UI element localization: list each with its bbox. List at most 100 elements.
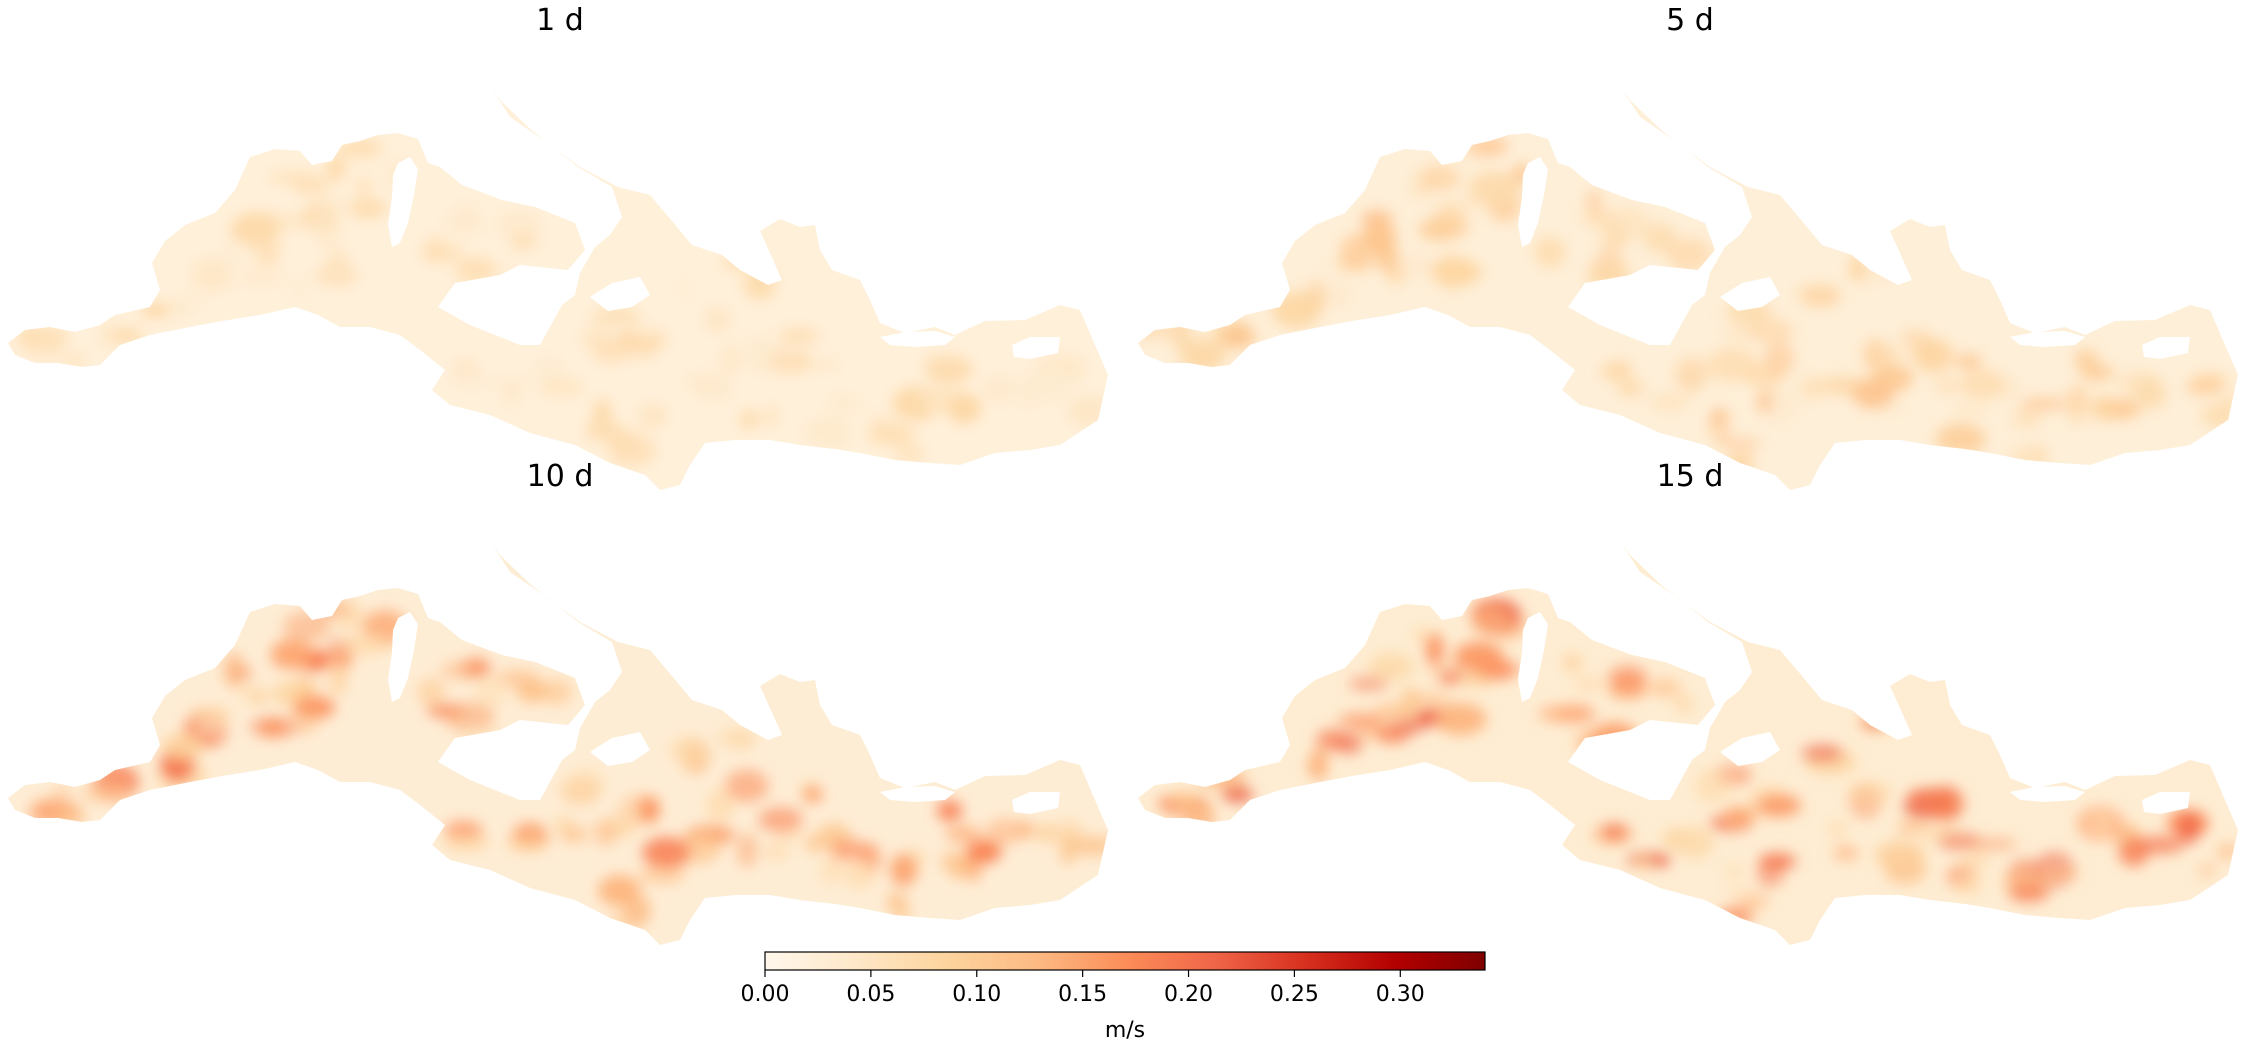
speed-blob [762, 842, 791, 861]
speed-blob [668, 736, 706, 765]
speed-blob [1960, 852, 1990, 869]
sea-map [1138, 544, 2238, 945]
panel-title: 10 d [527, 459, 594, 494]
speed-blob [716, 728, 756, 748]
speed-blob [1862, 343, 1904, 366]
speed-blob [270, 639, 313, 670]
speed-blob [1433, 254, 1469, 289]
speed-blob [416, 677, 446, 706]
speed-blob [705, 788, 735, 823]
speed-blob [354, 175, 374, 196]
speed-blob [1426, 632, 1444, 668]
speed-blob [474, 673, 508, 709]
sea-map [8, 89, 1108, 490]
speed-blob [495, 209, 542, 240]
speed-blob [2080, 364, 2115, 382]
map-panel-4: 15 d [1138, 459, 2238, 945]
speed-blob [867, 425, 917, 445]
speed-blob [2221, 392, 2238, 415]
panels: 1 d 5 d 10 d 15 d [8, 3, 2238, 945]
speed-blob [1589, 722, 1640, 758]
speed-blob [292, 174, 330, 196]
speed-blob [1727, 453, 1754, 473]
speed-blob [675, 273, 694, 307]
sea-map [1138, 89, 2238, 490]
speed-blob [423, 236, 448, 263]
colorbar-tick-label: 0.20 [1164, 982, 1213, 1007]
speed-blob [1417, 165, 1460, 192]
speed-blob [309, 194, 354, 208]
speed-blob [333, 602, 364, 630]
speed-blob [743, 267, 777, 301]
speed-blob [1634, 855, 1653, 870]
speed-blob [981, 374, 1016, 404]
speed-blob [591, 307, 642, 326]
speed-blob [923, 353, 967, 367]
speed-blob [53, 782, 72, 797]
speed-blob [162, 733, 204, 761]
speed-blob [1434, 202, 1466, 231]
speed-blob [1309, 748, 1328, 781]
speed-blob [2200, 404, 2238, 427]
speed-blob [630, 405, 648, 423]
speed-blob [1196, 766, 1247, 789]
sea-area [1138, 544, 2238, 945]
speed-blob [1764, 342, 1795, 376]
speed-blob [347, 197, 389, 219]
speed-blob [1059, 833, 1078, 865]
speed-blob [945, 826, 982, 843]
speed-blob [235, 270, 286, 286]
speed-blob [282, 611, 331, 642]
speed-blob [642, 836, 691, 869]
speed-blob [1065, 394, 1108, 431]
speed-blob [1723, 864, 1745, 878]
speed-blob [1907, 788, 1953, 805]
speed-blob [140, 303, 169, 318]
speed-blob [1649, 394, 1690, 410]
speed-blob [1572, 677, 1607, 690]
speed-blob [55, 806, 86, 826]
speed-blob [2177, 811, 2201, 844]
speed-blob [593, 819, 618, 847]
speed-blob [683, 373, 729, 391]
speed-blob [820, 856, 842, 885]
colorbar-gradient [764, 951, 1486, 971]
speed-blob [721, 255, 756, 271]
speed-blob [1648, 678, 1681, 697]
speed-blob [1394, 717, 1424, 736]
speed-blob [541, 678, 573, 706]
speed-blob [1027, 369, 1073, 403]
speed-blob [1387, 267, 1406, 284]
speed-blob [195, 715, 231, 735]
speed-blob [1187, 346, 1217, 375]
speed-blob [1586, 263, 1631, 287]
speed-blob [1693, 768, 1731, 804]
speed-blob [559, 776, 602, 806]
speed-blob [1875, 840, 1926, 870]
speed-blob [1183, 800, 1215, 833]
speed-blob [1675, 694, 1694, 714]
speed-blob [260, 720, 285, 737]
speed-blob [512, 233, 533, 252]
panel-title: 5 d [1666, 3, 1714, 38]
speed-blob [1438, 669, 1464, 685]
speed-blob [175, 291, 208, 307]
speed-blob [1862, 715, 1887, 729]
speed-blob [1799, 375, 1826, 400]
speed-blob [936, 800, 963, 822]
speed-blob [558, 826, 589, 843]
speed-blob [328, 664, 348, 696]
speed-blob [1070, 836, 1108, 856]
speed-blob [1453, 641, 1504, 673]
speed-blob [1585, 188, 1603, 215]
speed-blob [1852, 377, 1895, 409]
panel-title: 15 d [1657, 459, 1724, 494]
speed-blob [1801, 744, 1844, 762]
colorbar-tick-label: 0.05 [846, 982, 895, 1007]
colorbar-tick-label: 0.25 [1270, 982, 1319, 1007]
speed-blob [1454, 142, 1475, 167]
speed-blob [341, 633, 391, 656]
speed-blob [946, 393, 981, 424]
speed-blob [1833, 845, 1859, 861]
